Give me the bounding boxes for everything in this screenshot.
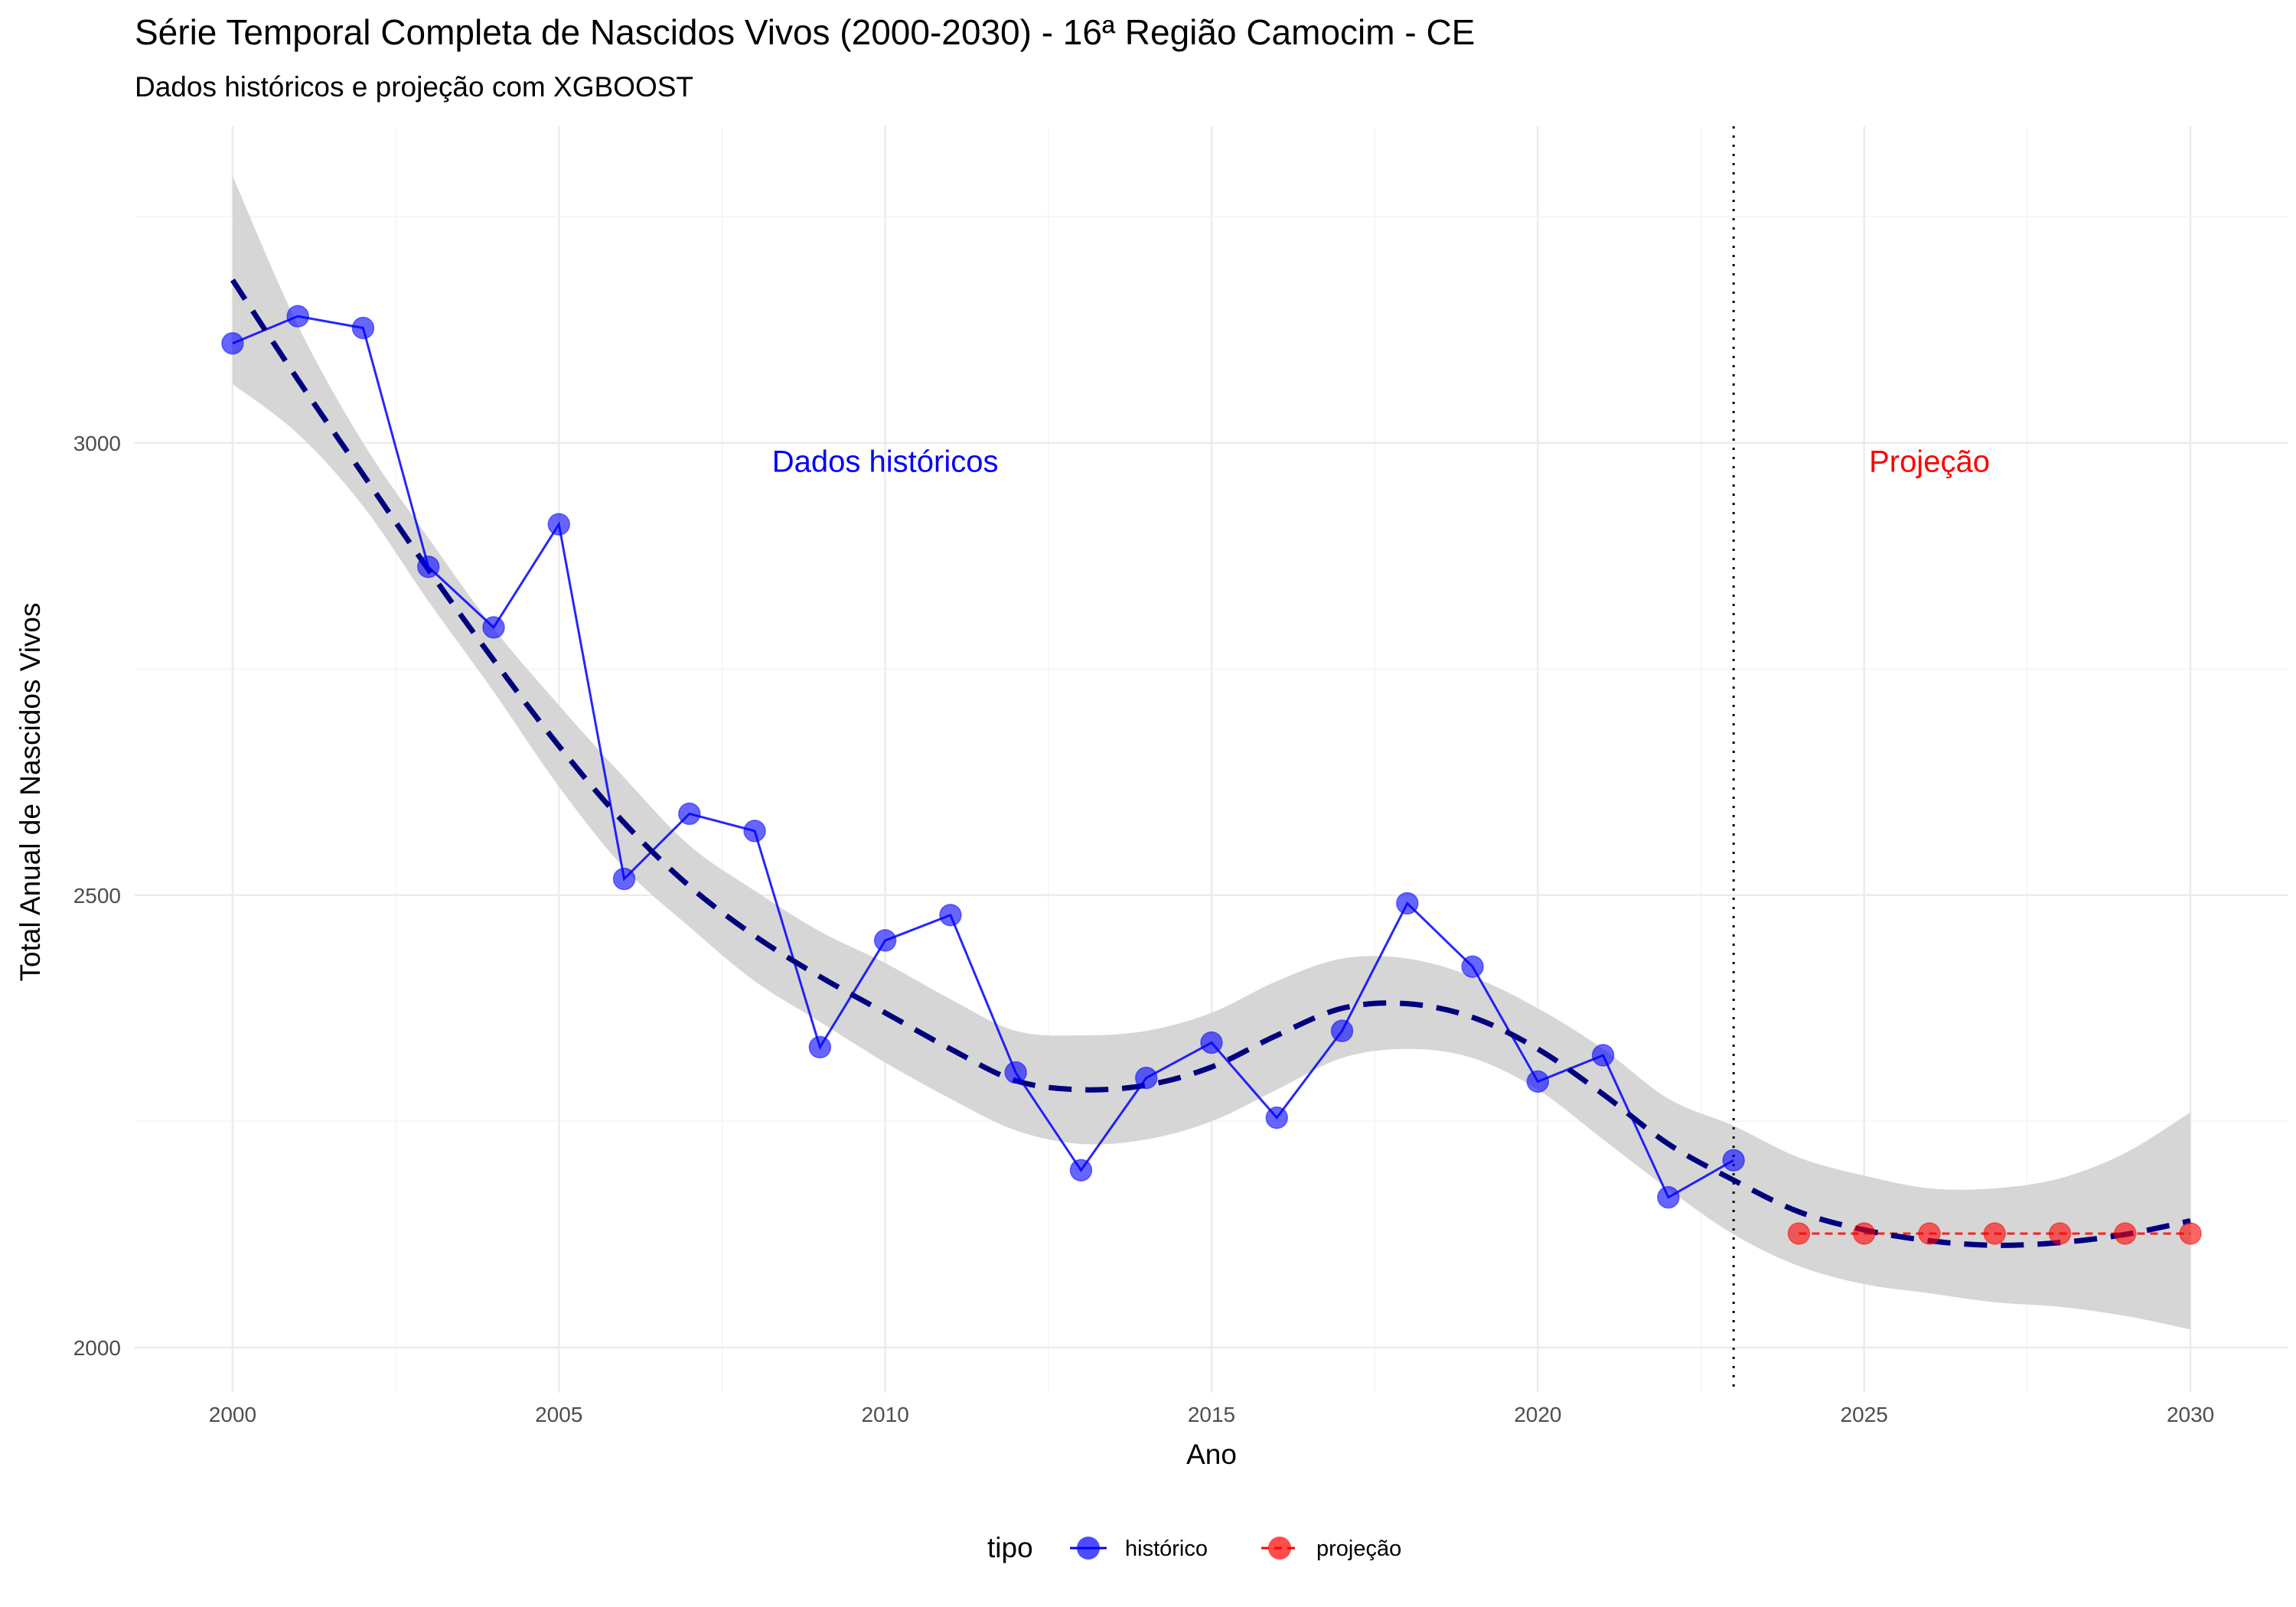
- data-point-projecao: [1983, 1222, 2007, 1245]
- trend-line: [230, 279, 2191, 1248]
- data-point-historico: [1657, 1185, 1680, 1209]
- data-point-projecao: [1787, 1222, 1811, 1245]
- trend: [230, 279, 2191, 1248]
- x-axis-title: Ano: [1186, 1439, 1237, 1470]
- x-tick-label: 2010: [861, 1403, 908, 1426]
- data-point-historico: [1396, 892, 1419, 915]
- data-point-historico: [873, 929, 897, 952]
- data-point-historico: [1200, 1031, 1223, 1054]
- points: [221, 305, 2202, 1245]
- data-point-historico: [678, 802, 701, 826]
- confidence-band-area: [232, 176, 2191, 1330]
- data-point-historico: [286, 305, 309, 328]
- y-tick-label: 2500: [73, 884, 121, 908]
- data-point-projecao: [1852, 1222, 1876, 1245]
- chart-subtitle: Dados históricos e projeção com XGBOOST: [135, 71, 693, 103]
- annotations: Dados históricos Projeção: [772, 445, 1990, 478]
- legend-title: tipo: [987, 1532, 1033, 1563]
- data-point-historico: [1004, 1061, 1027, 1084]
- data-point-historico: [1591, 1044, 1615, 1067]
- x-tick-label: 2025: [1841, 1403, 1888, 1426]
- y-tick-label: 2000: [73, 1336, 121, 1360]
- x-tick-label: 2020: [1514, 1403, 1561, 1426]
- data-point-historico: [1069, 1159, 1093, 1182]
- data-point-projecao: [2114, 1222, 2137, 1245]
- x-tick-label: 2000: [209, 1403, 256, 1426]
- data-point-projecao: [1918, 1222, 1941, 1245]
- data-point-historico: [1461, 955, 1484, 978]
- x-tick-label: 2030: [2167, 1403, 2214, 1426]
- legend-key-point-historico: [1077, 1537, 1100, 1560]
- confidence-band: [232, 176, 2191, 1330]
- data-point-historico: [1330, 1019, 1354, 1042]
- legend-label-historico: histórico: [1125, 1537, 1208, 1561]
- y-axis-title: Total Anual de Nascidos Vivos: [15, 602, 46, 981]
- annotation-projecao: Projeção: [1869, 445, 1990, 478]
- data-point-historico: [808, 1035, 832, 1059]
- data-point-historico: [1526, 1070, 1550, 1094]
- data-point-historico: [612, 867, 636, 891]
- data-point-historico: [547, 513, 571, 536]
- legend-entry-historico: histórico: [1070, 1537, 1208, 1561]
- data-point-historico: [351, 316, 375, 340]
- x-tick-label: 2015: [1188, 1403, 1235, 1426]
- series-line-historico: [232, 315, 1734, 1199]
- chart-title: Série Temporal Completa de Nascidos Vivo…: [135, 12, 1475, 52]
- data-point-historico: [416, 555, 440, 579]
- data-point-projecao: [2048, 1222, 2072, 1245]
- data-point-projecao: [2179, 1222, 2202, 1245]
- annotation-dados-historicos: Dados históricos: [772, 445, 999, 478]
- data-point-historico: [1722, 1149, 1745, 1172]
- data-point-historico: [482, 616, 505, 639]
- data-point-historico: [1134, 1066, 1158, 1090]
- x-tick-label: 2005: [535, 1403, 582, 1426]
- data-point-historico: [743, 820, 766, 843]
- legend-entry-projecao: projeção: [1261, 1537, 1401, 1561]
- data-point-historico: [221, 331, 244, 355]
- legend-key-point-projecao: [1268, 1537, 1291, 1560]
- legend: tipo histórico projeção: [987, 1532, 1401, 1563]
- data-point-historico: [1265, 1106, 1289, 1129]
- tick-labels: 2000 2005 2010 2015 2020 2025 2030 2000 2500 3000: [73, 432, 2215, 1426]
- legend-label-projecao: projeção: [1316, 1537, 1401, 1561]
- data-point-historico: [939, 904, 962, 927]
- y-tick-label: 3000: [73, 432, 121, 455]
